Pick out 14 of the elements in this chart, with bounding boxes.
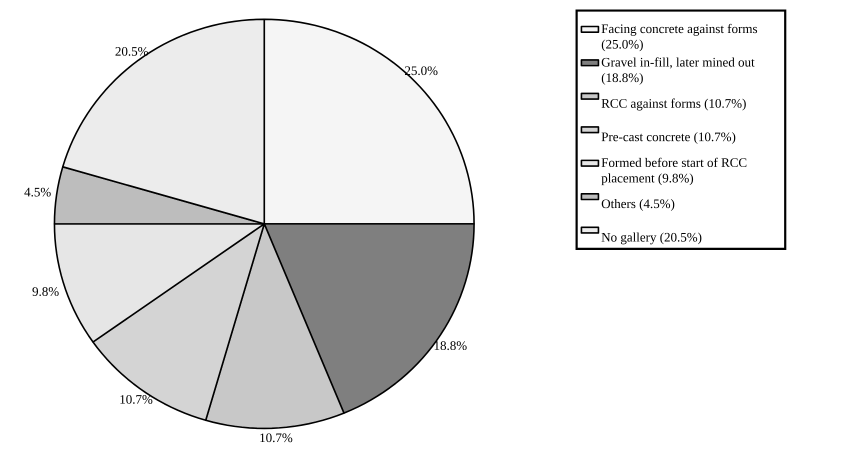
legend-label: Pre-cast concrete (10.7%) (602, 132, 736, 144)
legend-label: RCC against forms (10.7%) (602, 98, 746, 111)
data-label: 9.8% (32, 287, 59, 296)
legend-label: Facing concrete against forms (25.0%) (602, 24, 758, 52)
data-label: 18.8% (434, 341, 467, 350)
data-label: 4.5% (24, 188, 51, 197)
legend-label: Formed before start of RCC placement (9.8%) (601, 158, 746, 186)
data-label: 10.7% (120, 395, 152, 404)
data-label: 20.5% (115, 46, 148, 56)
legend-label: No gallery (20.5%) (602, 232, 702, 244)
legend-label: Gravel in-fill, later mined out (18.8%) (602, 57, 755, 85)
legend-label: Others (4.5%) (602, 199, 674, 211)
data-label: 25.0% (404, 66, 438, 76)
data-label: 10.7% (260, 433, 292, 442)
